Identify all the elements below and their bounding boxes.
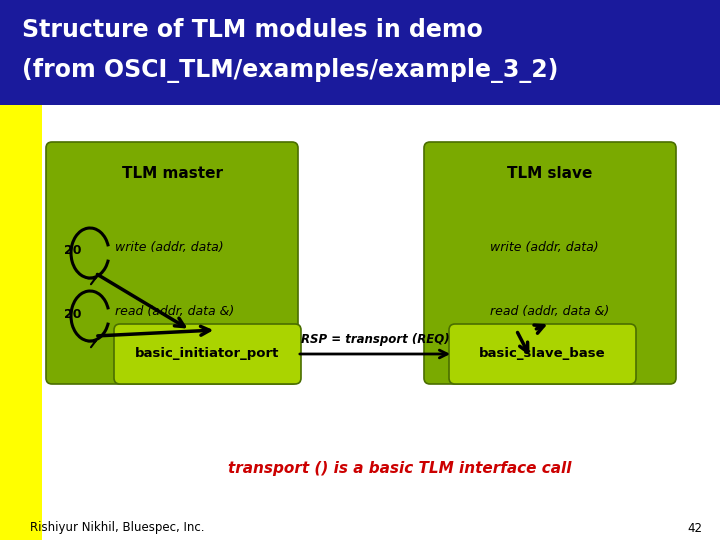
Text: 20: 20 <box>64 307 81 321</box>
Text: RSP = transport (REQ): RSP = transport (REQ) <box>301 333 449 346</box>
Text: TLM slave: TLM slave <box>508 166 593 181</box>
Text: Rishiyur Nikhil, Bluespec, Inc.: Rishiyur Nikhil, Bluespec, Inc. <box>30 522 204 535</box>
Text: (from OSCI_TLM/examples/example_3_2): (from OSCI_TLM/examples/example_3_2) <box>22 58 559 83</box>
Text: write (addr, data): write (addr, data) <box>490 241 598 254</box>
Text: 20: 20 <box>64 245 81 258</box>
Text: basic_initiator_port: basic_initiator_port <box>135 348 279 361</box>
Bar <box>0 0 720 105</box>
Text: Structure of TLM modules in demo: Structure of TLM modules in demo <box>22 18 483 42</box>
FancyBboxPatch shape <box>449 324 636 384</box>
Bar <box>0 105 42 540</box>
Text: 42: 42 <box>688 522 703 535</box>
Text: write (addr, data): write (addr, data) <box>115 241 224 254</box>
FancyBboxPatch shape <box>424 142 676 384</box>
Text: basic_slave_base: basic_slave_base <box>480 348 606 361</box>
Text: TLM master: TLM master <box>122 166 222 181</box>
Text: transport () is a basic TLM interface call: transport () is a basic TLM interface ca… <box>228 461 572 476</box>
Text: read (addr, data &): read (addr, data &) <box>115 305 234 318</box>
FancyBboxPatch shape <box>114 324 301 384</box>
FancyBboxPatch shape <box>46 142 298 384</box>
Text: read (addr, data &): read (addr, data &) <box>490 305 609 318</box>
